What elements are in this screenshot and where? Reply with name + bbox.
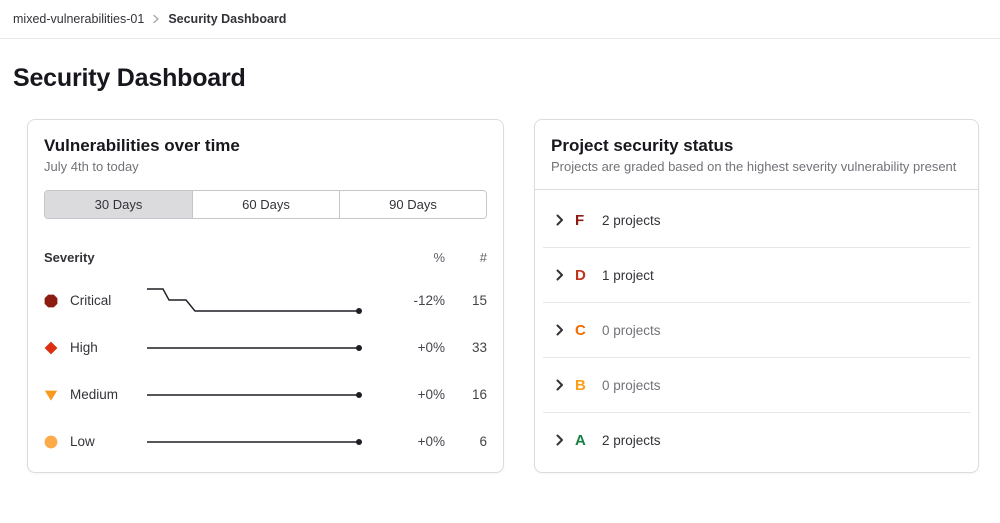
critical-sparkline-chart bbox=[146, 283, 389, 319]
project-count: 2 projects bbox=[602, 212, 661, 228]
grade-row-c[interactable]: C 0 projects bbox=[535, 303, 978, 357]
breadcrumb-current: Security Dashboard bbox=[168, 12, 287, 26]
low-sparkline-chart bbox=[146, 424, 389, 460]
divider bbox=[543, 357, 970, 358]
status-card-header: Project security status Projects are gra… bbox=[535, 120, 978, 190]
grade-letter: B bbox=[575, 376, 586, 394]
count-value: 33 bbox=[471, 340, 487, 355]
count-column-header: # bbox=[479, 249, 487, 265]
chevron-right-icon[interactable] bbox=[554, 214, 565, 226]
vuln-card-title: Vulnerabilities over time bbox=[44, 136, 240, 155]
project-security-status-card: Project security status Projects are gra… bbox=[534, 119, 979, 473]
grade-letter: A bbox=[575, 431, 586, 449]
status-card-title: Project security status bbox=[551, 136, 734, 155]
severity-table-header: Severity % # bbox=[44, 243, 487, 271]
percent-value: -12% bbox=[413, 293, 445, 308]
count-value: 16 bbox=[471, 387, 487, 402]
vuln-card-subtitle: July 4th to today bbox=[44, 159, 139, 174]
severity-high-icon bbox=[44, 341, 70, 355]
grade-letter: D bbox=[575, 266, 586, 284]
severity-critical-icon bbox=[44, 294, 70, 308]
status-card-subtitle: Projects are graded based on the highest… bbox=[551, 159, 957, 174]
project-count: 1 project bbox=[602, 267, 654, 283]
medium-sparkline-chart bbox=[146, 377, 389, 413]
severity-label: Medium bbox=[70, 387, 119, 402]
project-count: 0 projects bbox=[602, 322, 661, 338]
breadcrumb: mixed-vulnerabilities-01 Security Dashbo… bbox=[0, 0, 1000, 39]
grade-row-a[interactable]: A 2 projects bbox=[535, 413, 978, 467]
grade-letter: F bbox=[575, 211, 585, 229]
count-value: 15 bbox=[471, 293, 487, 308]
percent-value: +0% bbox=[417, 387, 445, 402]
tab-90-days[interactable]: 90 Days bbox=[339, 191, 486, 218]
dashboard-cards: Vulnerabilities over time July 4th to to… bbox=[27, 119, 979, 473]
grade-rows: F 2 projects D 1 project C 0 projects bbox=[535, 190, 978, 472]
chevron-right-icon[interactable] bbox=[554, 324, 565, 336]
divider bbox=[543, 302, 970, 303]
grade-row-d[interactable]: D 1 project bbox=[535, 248, 978, 302]
severity-label: Low bbox=[70, 434, 95, 449]
days-tab-group: 30 Days 60 Days 90 Days bbox=[44, 190, 487, 219]
chevron-right-icon[interactable] bbox=[554, 379, 565, 391]
tab-30-days[interactable]: 30 Days bbox=[45, 191, 192, 218]
table-row-medium: Medium +0% 16 bbox=[44, 371, 487, 418]
page-title: Security Dashboard bbox=[13, 64, 246, 92]
count-value: 6 bbox=[479, 434, 487, 449]
high-sparkline-chart bbox=[146, 330, 389, 366]
grade-row-b[interactable]: B 0 projects bbox=[535, 358, 978, 412]
percent-value: +0% bbox=[417, 340, 445, 355]
percent-value: +0% bbox=[417, 434, 445, 449]
project-count: 0 projects bbox=[602, 377, 661, 393]
table-row-critical: Critical -12% 15 bbox=[44, 277, 487, 324]
severity-column-header: Severity bbox=[44, 249, 95, 265]
severity-label: Critical bbox=[70, 293, 112, 308]
chevron-right-icon[interactable] bbox=[554, 434, 565, 446]
chevron-right-icon[interactable] bbox=[554, 269, 565, 281]
tab-60-days[interactable]: 60 Days bbox=[192, 191, 339, 218]
table-row-high: High +0% 33 bbox=[44, 324, 487, 371]
grade-letter: C bbox=[575, 321, 586, 339]
vulnerabilities-over-time-card: Vulnerabilities over time July 4th to to… bbox=[27, 119, 504, 473]
divider bbox=[543, 247, 970, 248]
table-row-low: Low +0% 6 bbox=[44, 418, 487, 465]
chevron-right-icon bbox=[152, 14, 160, 24]
project-count: 2 projects bbox=[602, 432, 661, 448]
divider bbox=[543, 412, 970, 413]
percent-column-header: % bbox=[433, 249, 445, 265]
severity-medium-icon bbox=[44, 388, 70, 402]
breadcrumb-project-link[interactable]: mixed-vulnerabilities-01 bbox=[13, 12, 145, 26]
severity-table: Severity % # Critical -12% 15 High bbox=[44, 243, 487, 465]
grade-row-f[interactable]: F 2 projects bbox=[535, 193, 978, 247]
severity-label: High bbox=[70, 340, 98, 355]
severity-low-icon bbox=[44, 435, 70, 449]
